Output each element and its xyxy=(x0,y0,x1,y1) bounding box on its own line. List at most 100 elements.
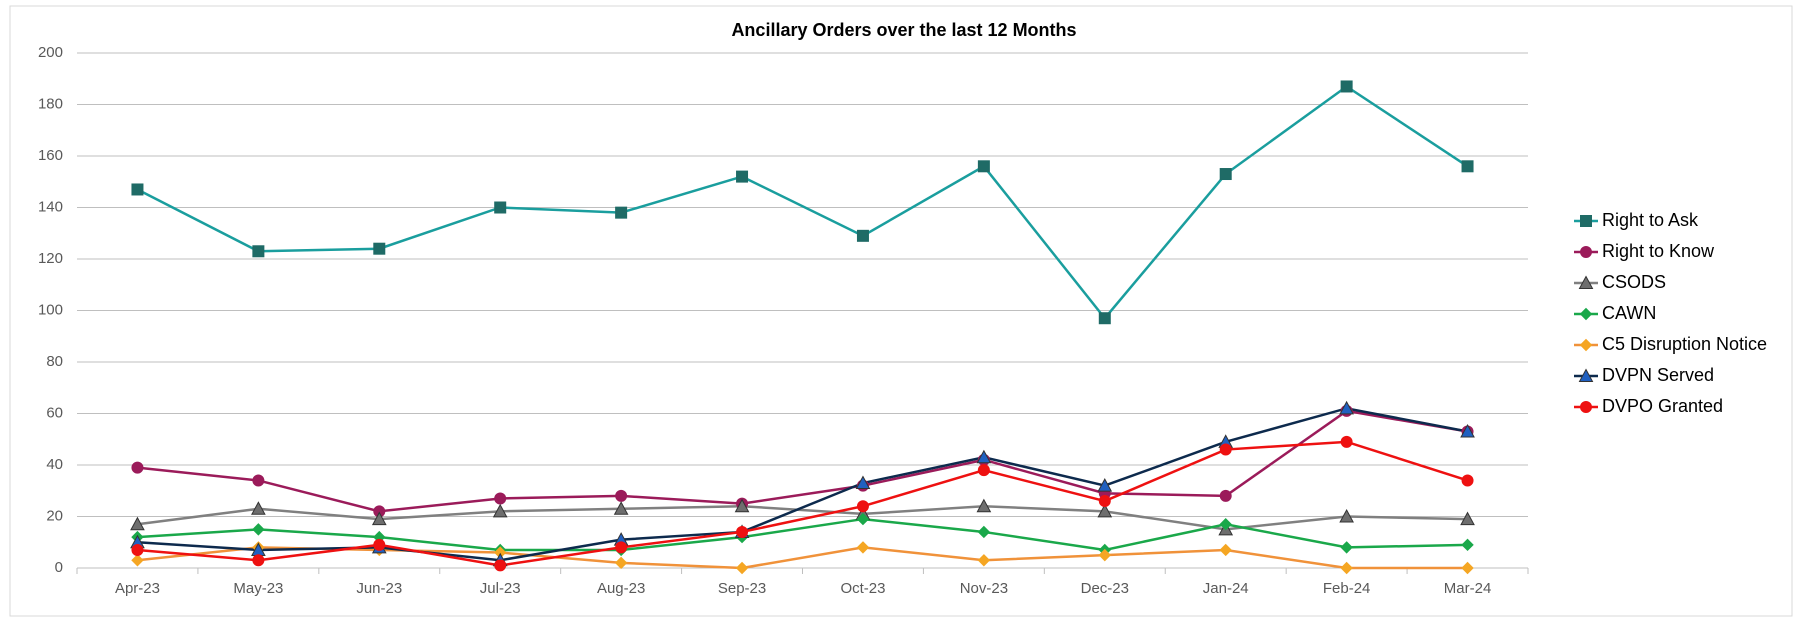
x-tick-label: Sep-23 xyxy=(718,580,766,597)
marker xyxy=(1461,160,1474,173)
marker xyxy=(615,489,628,502)
marker xyxy=(1578,275,1594,289)
x-tick-label: Mar-24 xyxy=(1444,580,1492,597)
marker xyxy=(252,474,265,487)
marker xyxy=(494,559,507,572)
y-tick-label: 40 xyxy=(46,456,63,473)
x-tick-label: Apr-23 xyxy=(115,580,160,597)
marker xyxy=(373,538,386,551)
legend-label: CAWN xyxy=(1602,303,1656,323)
marker xyxy=(856,541,870,554)
y-tick-label: 180 xyxy=(38,95,63,112)
marker xyxy=(494,492,507,505)
marker xyxy=(131,554,144,567)
marker xyxy=(1098,548,1111,562)
marker xyxy=(1339,508,1354,523)
marker xyxy=(131,543,144,556)
legend-label: C5 Disruption Notice xyxy=(1602,334,1767,354)
marker xyxy=(1097,503,1113,518)
marker xyxy=(976,498,992,513)
marker xyxy=(373,242,386,255)
marker xyxy=(1219,168,1232,181)
series-line xyxy=(137,546,1468,570)
x-tick-label: May-23 xyxy=(233,580,283,597)
marker xyxy=(1219,518,1232,531)
marker xyxy=(1579,338,1593,352)
marker xyxy=(1461,561,1474,575)
x-tick-label: Aug-23 xyxy=(597,580,645,597)
x-tick-label: Jan-24 xyxy=(1203,580,1249,597)
y-tick-label: 60 xyxy=(46,404,63,421)
x-tick-label: Feb-24 xyxy=(1323,580,1371,597)
marker xyxy=(977,464,990,477)
marker xyxy=(1097,478,1113,492)
marker xyxy=(977,160,990,173)
marker xyxy=(613,501,629,515)
marker xyxy=(131,461,144,474)
marker xyxy=(1219,489,1232,502)
marker xyxy=(856,512,870,526)
marker xyxy=(1219,443,1232,456)
marker xyxy=(131,183,144,196)
marker xyxy=(977,525,991,539)
marker xyxy=(855,475,871,490)
y-tick-label: 160 xyxy=(38,147,63,164)
marker xyxy=(976,449,992,464)
marker xyxy=(1098,312,1111,325)
marker xyxy=(371,511,387,526)
marker xyxy=(1580,401,1592,413)
y-tick-label: 120 xyxy=(38,250,63,267)
marker xyxy=(615,541,628,554)
marker xyxy=(492,503,508,518)
marker xyxy=(252,245,265,258)
x-tick-label: Nov-23 xyxy=(960,580,1008,597)
chart-title: Ancillary Orders over the last 12 Months xyxy=(731,20,1076,40)
series-line xyxy=(137,440,1468,567)
marker xyxy=(615,206,628,219)
marker xyxy=(251,501,266,515)
series-line xyxy=(136,84,1469,321)
y-tick-label: 200 xyxy=(38,44,63,61)
marker xyxy=(734,498,750,513)
marker xyxy=(735,561,749,575)
y-tick-label: 80 xyxy=(46,353,63,370)
marker xyxy=(252,523,265,536)
chart-frame xyxy=(9,5,1793,617)
marker xyxy=(1461,474,1474,487)
marker xyxy=(1580,215,1592,227)
x-tick-label: Jul-23 xyxy=(480,580,521,597)
marker xyxy=(494,201,507,214)
legend-label: Right to Know xyxy=(1602,241,1715,261)
marker xyxy=(1461,538,1474,552)
y-tick-label: 0 xyxy=(55,559,63,576)
y-tick-label: 20 xyxy=(46,507,63,524)
legend-label: DVPO Granted xyxy=(1602,396,1723,416)
y-tick-label: 140 xyxy=(38,198,63,215)
marker xyxy=(614,556,628,570)
x-tick-label: Oct-23 xyxy=(840,580,885,597)
legend-label: DVPN Served xyxy=(1602,365,1714,385)
legend-label: Right to Ask xyxy=(1602,210,1699,230)
marker xyxy=(856,229,869,242)
marker xyxy=(736,170,749,183)
series-line xyxy=(137,517,1468,552)
marker xyxy=(977,554,991,567)
marker xyxy=(856,500,869,513)
legend-label: CSODS xyxy=(1602,272,1666,292)
marker xyxy=(1340,541,1353,554)
marker xyxy=(1580,246,1592,258)
marker xyxy=(1098,495,1111,508)
marker xyxy=(1579,307,1593,321)
marker xyxy=(1340,561,1353,575)
marker xyxy=(736,525,749,538)
series-line xyxy=(137,407,1468,562)
y-tick-label: 100 xyxy=(38,301,63,318)
marker xyxy=(130,516,145,531)
marker xyxy=(1340,435,1353,448)
x-tick-label: Jun-23 xyxy=(356,580,402,597)
marker xyxy=(1460,511,1475,526)
marker xyxy=(252,554,265,567)
marker xyxy=(1578,368,1594,382)
